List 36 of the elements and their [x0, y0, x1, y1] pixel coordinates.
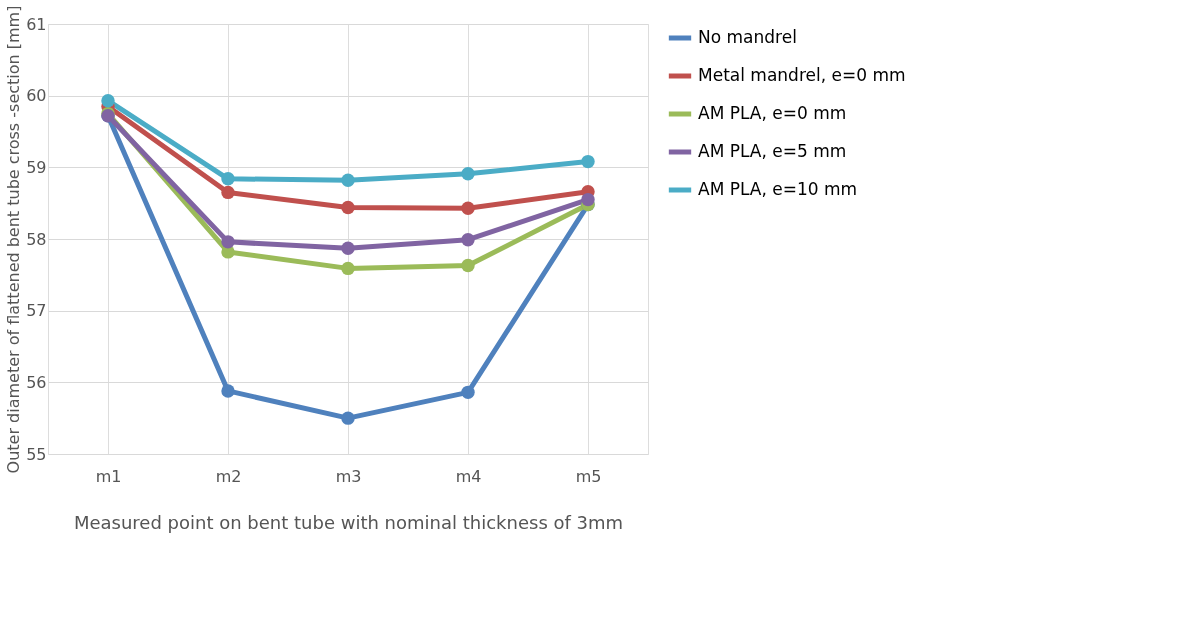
- point: [341, 241, 355, 256]
- x-tick-label: m1: [95, 466, 122, 486]
- y-tick-label: 61: [26, 14, 47, 34]
- point: [461, 233, 475, 247]
- x-tick-label: m5: [575, 466, 602, 486]
- point: [101, 93, 115, 108]
- point: [341, 200, 355, 215]
- legend-label: AM PLA, e=0 mm: [698, 103, 847, 123]
- point: [461, 201, 475, 215]
- point: [581, 154, 595, 169]
- x-tick-label: m2: [215, 466, 242, 486]
- point: [461, 167, 475, 181]
- point: [341, 261, 355, 276]
- y-tick-label: 56: [26, 372, 47, 392]
- point: [581, 192, 595, 207]
- point: [221, 172, 235, 186]
- point: [341, 173, 355, 187]
- legend-label: No mandrel: [698, 27, 797, 47]
- y-tick-label: 57: [26, 301, 47, 321]
- point: [461, 258, 475, 273]
- x-axis-title: Measured point on bent tube with nominal thickness of 3mm: [73, 511, 624, 533]
- y-tick-label: 58: [26, 229, 47, 249]
- y-tick-label: 55: [26, 444, 47, 464]
- x-tick-label: m3: [335, 466, 362, 486]
- y-tick-label: 59: [26, 157, 47, 177]
- y-tick-label: 60: [26, 86, 47, 106]
- point: [221, 384, 235, 398]
- x-tick-label: m4: [455, 466, 482, 486]
- legend-label: Metal mandrel, e=0 mm: [698, 65, 906, 85]
- legend-label: AM PLA, e=5 mm: [698, 141, 847, 161]
- point: [341, 411, 355, 425]
- point: [221, 185, 235, 200]
- y-axis-title: Outer diameter of flattened bent tube cross -section [mm]: [4, 5, 24, 474]
- point: [461, 385, 475, 400]
- legend-label: AM PLA, e=10 mm: [698, 179, 858, 199]
- point: [221, 235, 235, 249]
